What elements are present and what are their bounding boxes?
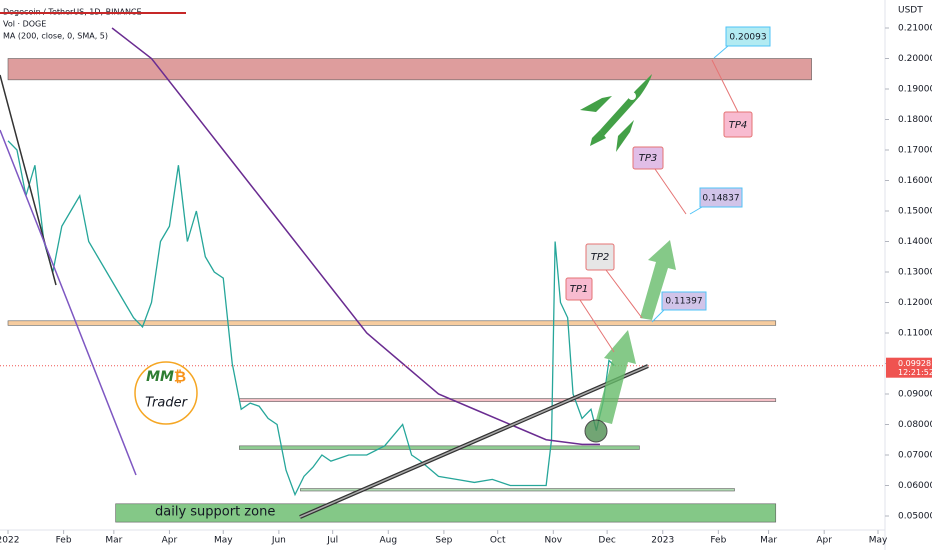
callout: TP4 0.20093 [711,26,771,138]
callout-label: TP1 [570,284,589,295]
y-tick-label: 0.17000 [898,146,932,156]
x-tick-label: Mar [105,536,122,546]
last-price-label: 0.09928 [898,359,931,368]
y-tick-label: 0.07000 [898,451,932,461]
price-zone [7,58,812,81]
callout-price: 0.11397 [665,297,702,307]
callout-label: TP2 [591,252,610,263]
price-zone [239,445,640,450]
callout-label: TP4 [729,120,748,131]
logo-mark: MM [146,369,174,385]
x-tick-label: Apr [162,536,178,546]
y-tick-label: 0.21000 [898,24,932,34]
marker-circle [584,419,608,443]
price-zone [239,398,777,402]
y-tick-label: 0.11000 [898,329,932,339]
x-tick-label: May [869,536,888,546]
zone-label: daily support zone [155,505,275,520]
x-tick-label: Nov [545,536,563,546]
x-tick-label: 2023 [651,536,674,546]
y-tick-label: 0.05000 [898,512,932,522]
trend-line [0,74,57,286]
y-tick-label: 0.14000 [898,237,932,247]
series-line [111,27,600,446]
x-tick-label: Jul [326,536,338,546]
indicator-label: MA (200, close, 0, SMA, 5) [3,32,108,41]
y-tick-label: 0.16000 [898,176,932,186]
x-tick-label: Feb [56,536,72,546]
x-tick-label: Dec [598,536,615,546]
indicator-label: Vol · DOGE [3,20,46,29]
price-zone [300,488,735,492]
y-tick-label: 0.08000 [898,420,932,430]
rocket-icon [580,74,652,152]
x-tick-label: Jun [271,536,286,546]
y-tick-label: 0.18000 [898,115,932,125]
y-tick-label: 0.12000 [898,298,932,308]
price-zone [115,503,777,523]
y-tick-label: 0.09000 [898,390,932,400]
x-tick-label: May [214,536,233,546]
price-zone [7,320,777,326]
callout: TP3 0.14837 [632,146,743,215]
y-unit: USDT [898,6,923,16]
callout-label: TP3 [639,153,658,164]
y-tick-label: 0.13000 [898,268,932,278]
y-tick-label: 0.06000 [898,481,932,491]
callout: TP1 [565,277,615,353]
callout-price: 0.20093 [729,33,766,43]
x-tick-label: 2022 [0,536,19,546]
trend-line [0,129,137,476]
y-tick-label: 0.20000 [898,54,932,64]
y-tick-label: 0.15000 [898,207,932,217]
callout: TP2 0.11397 [585,243,707,323]
logo-name: Trader [145,396,188,411]
x-tick-label: Mar [760,536,777,546]
last-price-timer: 12:21:52 [898,368,932,377]
x-tick-label: Apr [816,536,832,546]
x-tick-label: Oct [490,536,506,546]
target-arrow [640,240,676,320]
target-arrow [596,330,636,424]
logo-symbol: ₿ [174,368,186,386]
x-tick-label: Feb [710,536,726,546]
trend-line [299,365,649,518]
last-price-tag [886,357,932,378]
series-line [7,140,615,497]
y-tick-label: 0.19000 [898,85,932,95]
x-tick-label: Sep [435,536,452,546]
callout-price: 0.14837 [702,194,739,204]
logo: MM ₿ Trader [134,361,198,425]
x-tick-label: Aug [379,536,397,546]
